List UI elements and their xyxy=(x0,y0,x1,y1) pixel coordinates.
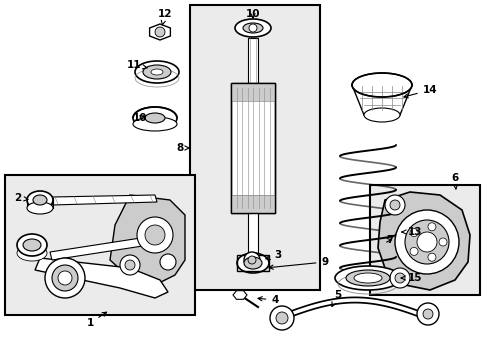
Ellipse shape xyxy=(346,270,389,286)
Text: 13: 13 xyxy=(401,227,421,237)
Circle shape xyxy=(58,271,72,285)
Text: 1: 1 xyxy=(86,312,106,328)
Ellipse shape xyxy=(27,202,53,214)
Circle shape xyxy=(438,238,446,246)
Ellipse shape xyxy=(353,273,381,283)
Text: 15: 15 xyxy=(401,273,421,283)
Polygon shape xyxy=(35,258,168,298)
Circle shape xyxy=(389,268,409,288)
Circle shape xyxy=(389,200,399,210)
Circle shape xyxy=(125,260,135,270)
Circle shape xyxy=(248,24,257,32)
Ellipse shape xyxy=(334,266,400,290)
Ellipse shape xyxy=(17,234,47,256)
Circle shape xyxy=(155,27,164,37)
Text: 9: 9 xyxy=(268,257,328,269)
Ellipse shape xyxy=(351,73,411,97)
Polygon shape xyxy=(52,195,157,205)
Circle shape xyxy=(247,256,256,264)
Text: 11: 11 xyxy=(126,60,147,70)
Circle shape xyxy=(269,306,293,330)
Ellipse shape xyxy=(363,108,399,122)
Circle shape xyxy=(404,220,448,264)
Circle shape xyxy=(409,247,417,255)
Circle shape xyxy=(384,195,404,215)
Ellipse shape xyxy=(135,61,179,83)
Polygon shape xyxy=(50,235,162,260)
Ellipse shape xyxy=(237,253,268,273)
Text: 7: 7 xyxy=(386,235,393,245)
Text: 8: 8 xyxy=(176,143,189,153)
Ellipse shape xyxy=(145,113,164,123)
Bar xyxy=(230,195,274,213)
Circle shape xyxy=(160,254,176,270)
Circle shape xyxy=(45,258,85,298)
Circle shape xyxy=(120,255,140,275)
Text: 2: 2 xyxy=(14,193,28,203)
Circle shape xyxy=(137,217,173,253)
Circle shape xyxy=(394,210,458,274)
Ellipse shape xyxy=(235,19,270,37)
Ellipse shape xyxy=(142,65,171,79)
Ellipse shape xyxy=(133,117,177,131)
Ellipse shape xyxy=(244,257,262,269)
Circle shape xyxy=(244,252,260,268)
Bar xyxy=(369,185,479,295)
Text: 4: 4 xyxy=(258,295,278,305)
Circle shape xyxy=(275,312,287,324)
Text: 12: 12 xyxy=(158,9,172,25)
Text: 14: 14 xyxy=(403,85,436,98)
Bar xyxy=(247,38,258,83)
Polygon shape xyxy=(149,24,170,40)
Bar xyxy=(190,5,319,290)
Bar xyxy=(230,83,274,213)
Bar xyxy=(230,83,274,213)
Bar xyxy=(230,83,274,101)
Circle shape xyxy=(427,253,435,261)
Ellipse shape xyxy=(151,69,163,75)
Ellipse shape xyxy=(23,239,41,251)
Bar xyxy=(237,255,268,271)
Circle shape xyxy=(409,229,417,237)
Polygon shape xyxy=(110,195,184,285)
Bar xyxy=(247,213,258,253)
Ellipse shape xyxy=(27,191,53,209)
Text: 5: 5 xyxy=(331,290,341,306)
Text: 3: 3 xyxy=(265,250,281,260)
Text: 10: 10 xyxy=(245,9,260,19)
Polygon shape xyxy=(232,291,246,299)
Circle shape xyxy=(416,232,436,252)
Circle shape xyxy=(427,223,435,231)
Text: 6: 6 xyxy=(450,173,458,189)
Bar xyxy=(5,175,195,315)
Ellipse shape xyxy=(33,195,47,205)
Polygon shape xyxy=(377,192,469,290)
Ellipse shape xyxy=(243,23,263,33)
Circle shape xyxy=(52,265,78,291)
Circle shape xyxy=(422,309,432,319)
Text: 10: 10 xyxy=(132,113,147,123)
Polygon shape xyxy=(351,85,411,115)
Ellipse shape xyxy=(133,107,177,129)
Circle shape xyxy=(145,225,164,245)
Circle shape xyxy=(394,273,404,283)
Circle shape xyxy=(416,303,438,325)
Ellipse shape xyxy=(17,245,47,261)
